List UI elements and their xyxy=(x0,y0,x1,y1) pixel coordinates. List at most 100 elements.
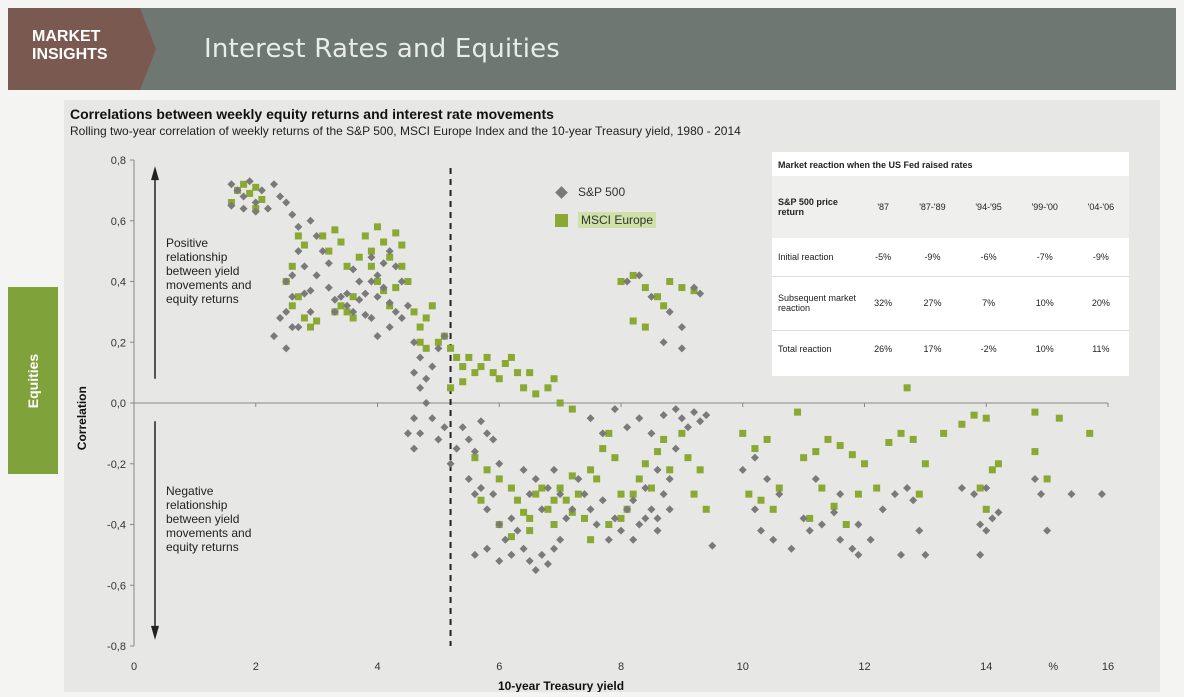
sp500-point xyxy=(543,559,552,568)
msci-europe-point xyxy=(800,454,808,462)
msci-europe-point xyxy=(994,460,1002,468)
sp500-point xyxy=(854,550,863,559)
msci-europe-point xyxy=(647,484,655,492)
sp500-point xyxy=(531,474,540,483)
table-row: Subsequent market reaction 32% 27% 7% 10… xyxy=(772,276,1129,330)
sp500-point xyxy=(690,283,699,292)
y-tick-label: -0,8 xyxy=(107,641,126,653)
sp500-point xyxy=(391,262,400,271)
sp500-point xyxy=(866,535,875,544)
sp500-point xyxy=(476,484,485,493)
x-tick-label: 0 xyxy=(131,661,137,673)
msci-europe-point xyxy=(550,496,558,504)
sp500-point xyxy=(294,323,303,332)
msci-europe-point xyxy=(294,232,302,240)
sp500-point xyxy=(757,526,766,535)
msci-europe-point xyxy=(331,226,339,234)
msci-europe-point xyxy=(982,414,990,422)
annotation-line: equity returns xyxy=(166,292,239,306)
sp500-point xyxy=(300,289,309,298)
sp500-point xyxy=(282,307,291,316)
sp500-point xyxy=(476,417,485,426)
msci-europe-point xyxy=(501,360,509,368)
sp500-point xyxy=(330,307,339,316)
sp500-point xyxy=(799,514,808,523)
sp500-point xyxy=(428,414,437,423)
msci-europe-point xyxy=(434,338,442,346)
msci-europe-point xyxy=(629,490,637,498)
msci-europe-point xyxy=(459,363,467,371)
table-cell: -6% xyxy=(980,251,997,262)
sp500-point xyxy=(836,490,845,499)
sp500-point xyxy=(312,271,321,280)
sp500-point xyxy=(428,362,437,371)
sp500-point xyxy=(629,535,638,544)
msci-europe-point xyxy=(775,484,783,492)
table-cell: Subsequent market reaction xyxy=(778,293,857,313)
sp500-point xyxy=(775,490,784,499)
sp500-point xyxy=(422,399,431,407)
sp500-point xyxy=(270,332,279,341)
sp500-point xyxy=(270,180,279,189)
msci-europe-point xyxy=(392,229,400,237)
msci-europe-point xyxy=(739,429,747,437)
sp500-point xyxy=(994,508,1003,517)
arrow-up-icon xyxy=(151,166,159,181)
table-cell: -2% xyxy=(980,344,997,355)
msci-europe-point xyxy=(252,183,260,191)
sp500-point xyxy=(598,496,607,505)
msci-europe-point xyxy=(526,527,534,535)
sp500-point xyxy=(483,505,492,514)
msci-europe-point xyxy=(635,475,643,483)
sp500-point xyxy=(501,535,510,544)
annotation-line: relationship xyxy=(166,498,228,512)
sp500-point xyxy=(592,520,601,529)
table-cell: 32% xyxy=(874,298,893,308)
msci-europe-point xyxy=(307,323,315,331)
sp500-point xyxy=(848,544,857,553)
msci-europe-point xyxy=(842,521,850,528)
sp500-point xyxy=(629,496,638,505)
section-tab-equities[interactable]: Equities xyxy=(8,287,58,474)
msci-europe-point xyxy=(428,302,436,310)
sp500-point xyxy=(598,429,607,438)
msci-europe-point xyxy=(300,241,308,249)
msci-europe-point xyxy=(641,460,649,468)
msci-europe-point xyxy=(367,262,375,270)
sp500-point xyxy=(288,323,297,332)
msci-europe-point xyxy=(702,505,710,513)
msci-europe-point xyxy=(495,475,503,483)
sp500-point xyxy=(519,544,528,553)
sp500-point xyxy=(282,198,291,207)
sp500-point xyxy=(251,198,260,207)
msci-europe-point xyxy=(660,435,668,443)
sp500-point xyxy=(385,323,394,332)
msci-europe-point xyxy=(483,353,491,361)
msci-europe-point xyxy=(580,514,588,522)
sp500-point xyxy=(330,295,339,304)
msci-europe-point xyxy=(325,247,333,255)
sp500-point xyxy=(507,550,516,559)
sp500-point xyxy=(696,289,705,298)
annotation-line: Negative xyxy=(166,484,214,498)
sp500-point xyxy=(495,459,504,468)
msci-europe-point xyxy=(873,484,881,492)
y-tick-label: 0,8 xyxy=(111,155,126,167)
msci-europe-point xyxy=(641,284,649,292)
table-header-cell: '99-'00 xyxy=(1031,202,1058,212)
msci-europe-point xyxy=(477,496,485,504)
sp500-point xyxy=(245,177,254,186)
sp500-point xyxy=(464,435,473,444)
sp500-point xyxy=(410,368,419,377)
sp500-point xyxy=(318,247,327,256)
sp500-point xyxy=(379,259,388,268)
sp500-point xyxy=(525,556,534,565)
sp500-point xyxy=(550,544,559,553)
table-cell: 26% xyxy=(874,344,893,355)
sp500-point xyxy=(623,505,632,514)
sp500-point xyxy=(489,435,498,444)
sp500-point xyxy=(324,259,333,268)
y-tick-label: -0,2 xyxy=(107,459,126,471)
msci-europe-point xyxy=(745,490,753,498)
sp500-point xyxy=(410,338,419,347)
